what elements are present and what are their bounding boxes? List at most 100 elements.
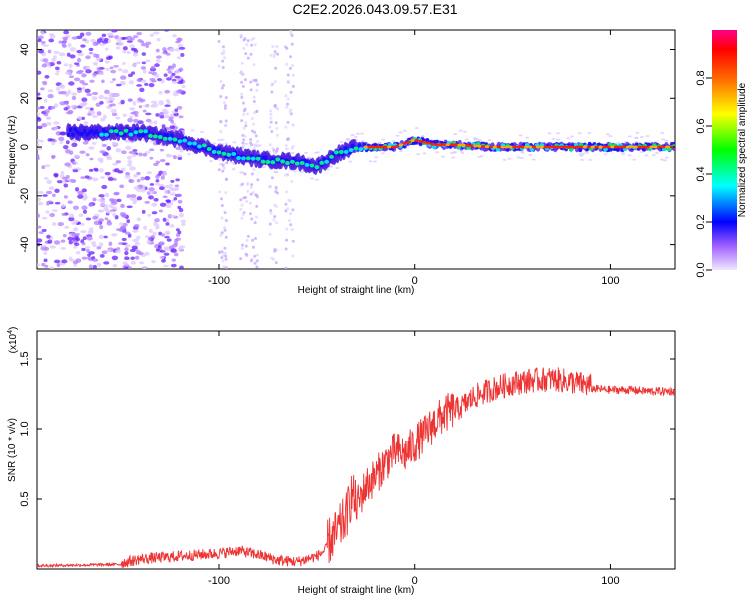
noise-mark xyxy=(177,43,184,48)
ridge-peak xyxy=(143,129,149,134)
noise-mark xyxy=(289,90,293,94)
x-tick-label: -100 xyxy=(208,575,230,587)
noise-mark xyxy=(177,156,183,160)
noise-mark xyxy=(275,191,279,195)
noise-mark xyxy=(98,194,105,198)
noise-mark xyxy=(126,35,133,41)
noise-mark xyxy=(116,37,122,42)
noise-mark xyxy=(44,74,50,79)
noise-mark xyxy=(241,212,245,216)
noise-mark xyxy=(173,241,179,246)
noise-mark xyxy=(124,251,129,256)
ridge-peak xyxy=(133,130,139,135)
noise-mark xyxy=(255,259,259,263)
noise-mark xyxy=(159,202,167,207)
noise-mark xyxy=(634,136,639,139)
noise-mark xyxy=(113,192,119,196)
ridge-max xyxy=(473,144,478,148)
ridge-max xyxy=(375,145,380,149)
noise-mark xyxy=(127,160,133,165)
noise-mark xyxy=(151,79,157,83)
noise-mark xyxy=(37,190,44,195)
noise-mark xyxy=(162,217,167,222)
noise-mark xyxy=(250,183,254,187)
noise-mark xyxy=(275,221,279,225)
noise-mark xyxy=(249,186,253,190)
noise-mark xyxy=(67,42,72,48)
noise-mark xyxy=(41,262,46,267)
noise-mark xyxy=(272,55,276,59)
noise-mark xyxy=(176,106,183,110)
ridge-core xyxy=(94,129,99,134)
noise-mark xyxy=(139,98,146,103)
noise-mark xyxy=(222,49,226,53)
noise-mark xyxy=(77,115,82,120)
noise-mark xyxy=(243,37,247,41)
noise-mark xyxy=(271,257,275,261)
noise-mark xyxy=(381,138,386,141)
ridge-peak xyxy=(289,159,295,164)
noise-mark xyxy=(77,52,85,57)
noise-mark xyxy=(291,84,295,88)
noise-mark xyxy=(223,211,227,215)
noise-mark xyxy=(120,167,126,172)
ridge-core xyxy=(71,132,75,137)
noise-mark xyxy=(172,155,177,160)
noise-mark xyxy=(289,108,293,112)
ridge-max xyxy=(418,139,423,143)
noise-mark xyxy=(144,251,150,256)
noise-mark xyxy=(153,120,158,125)
snr-series-line xyxy=(37,367,675,568)
ridge-peak xyxy=(358,147,364,152)
noise-mark xyxy=(45,190,53,195)
noise-mark xyxy=(242,138,246,142)
ridge-peak xyxy=(167,136,173,141)
noise-mark xyxy=(85,106,91,110)
noise-mark xyxy=(170,119,175,124)
noise-mark xyxy=(83,65,89,69)
noise-mark xyxy=(63,107,69,111)
noise-mark xyxy=(249,144,254,147)
ridge-max xyxy=(602,145,607,149)
noise-mark xyxy=(137,120,144,125)
noise-mark xyxy=(121,214,127,218)
noise-mark xyxy=(118,41,124,46)
noise-mark xyxy=(171,78,177,82)
noise-mark xyxy=(217,139,222,142)
ridge-peak xyxy=(270,160,276,165)
noise-mark xyxy=(71,231,76,237)
noise-mark xyxy=(60,247,67,250)
noise-mark xyxy=(82,197,87,201)
noise-mark xyxy=(59,141,64,144)
noise-mark xyxy=(136,217,142,222)
noise-mark xyxy=(176,56,182,60)
noise-mark xyxy=(129,166,136,171)
noise-mark xyxy=(91,114,98,118)
noise-mark xyxy=(98,218,104,222)
noise-mark xyxy=(219,119,223,123)
noise-mark xyxy=(37,38,42,43)
noise-mark xyxy=(63,30,70,35)
noise-mark xyxy=(584,151,589,154)
ridge-peak xyxy=(285,161,290,166)
noise-mark xyxy=(231,168,236,171)
snr-multiplier: (x104) xyxy=(7,327,19,354)
noise-mark xyxy=(41,165,46,170)
noise-mark xyxy=(131,153,137,158)
noise-mark xyxy=(51,57,56,63)
noise-mark xyxy=(142,69,147,74)
noise-mark xyxy=(221,52,225,56)
noise-mark xyxy=(414,127,419,130)
noise-mark xyxy=(245,199,249,203)
noise-mark xyxy=(153,162,159,167)
ridge-peak xyxy=(138,129,144,134)
noise-mark xyxy=(460,152,465,155)
noise-mark xyxy=(165,231,170,236)
colorbar-tick-label: 0.4 xyxy=(695,166,707,181)
ridge-peak xyxy=(162,136,168,141)
noise-mark xyxy=(43,251,48,255)
noise-mark xyxy=(516,156,521,159)
noise-mark xyxy=(53,50,60,54)
noise-mark xyxy=(174,69,181,74)
noise-mark xyxy=(40,246,47,251)
